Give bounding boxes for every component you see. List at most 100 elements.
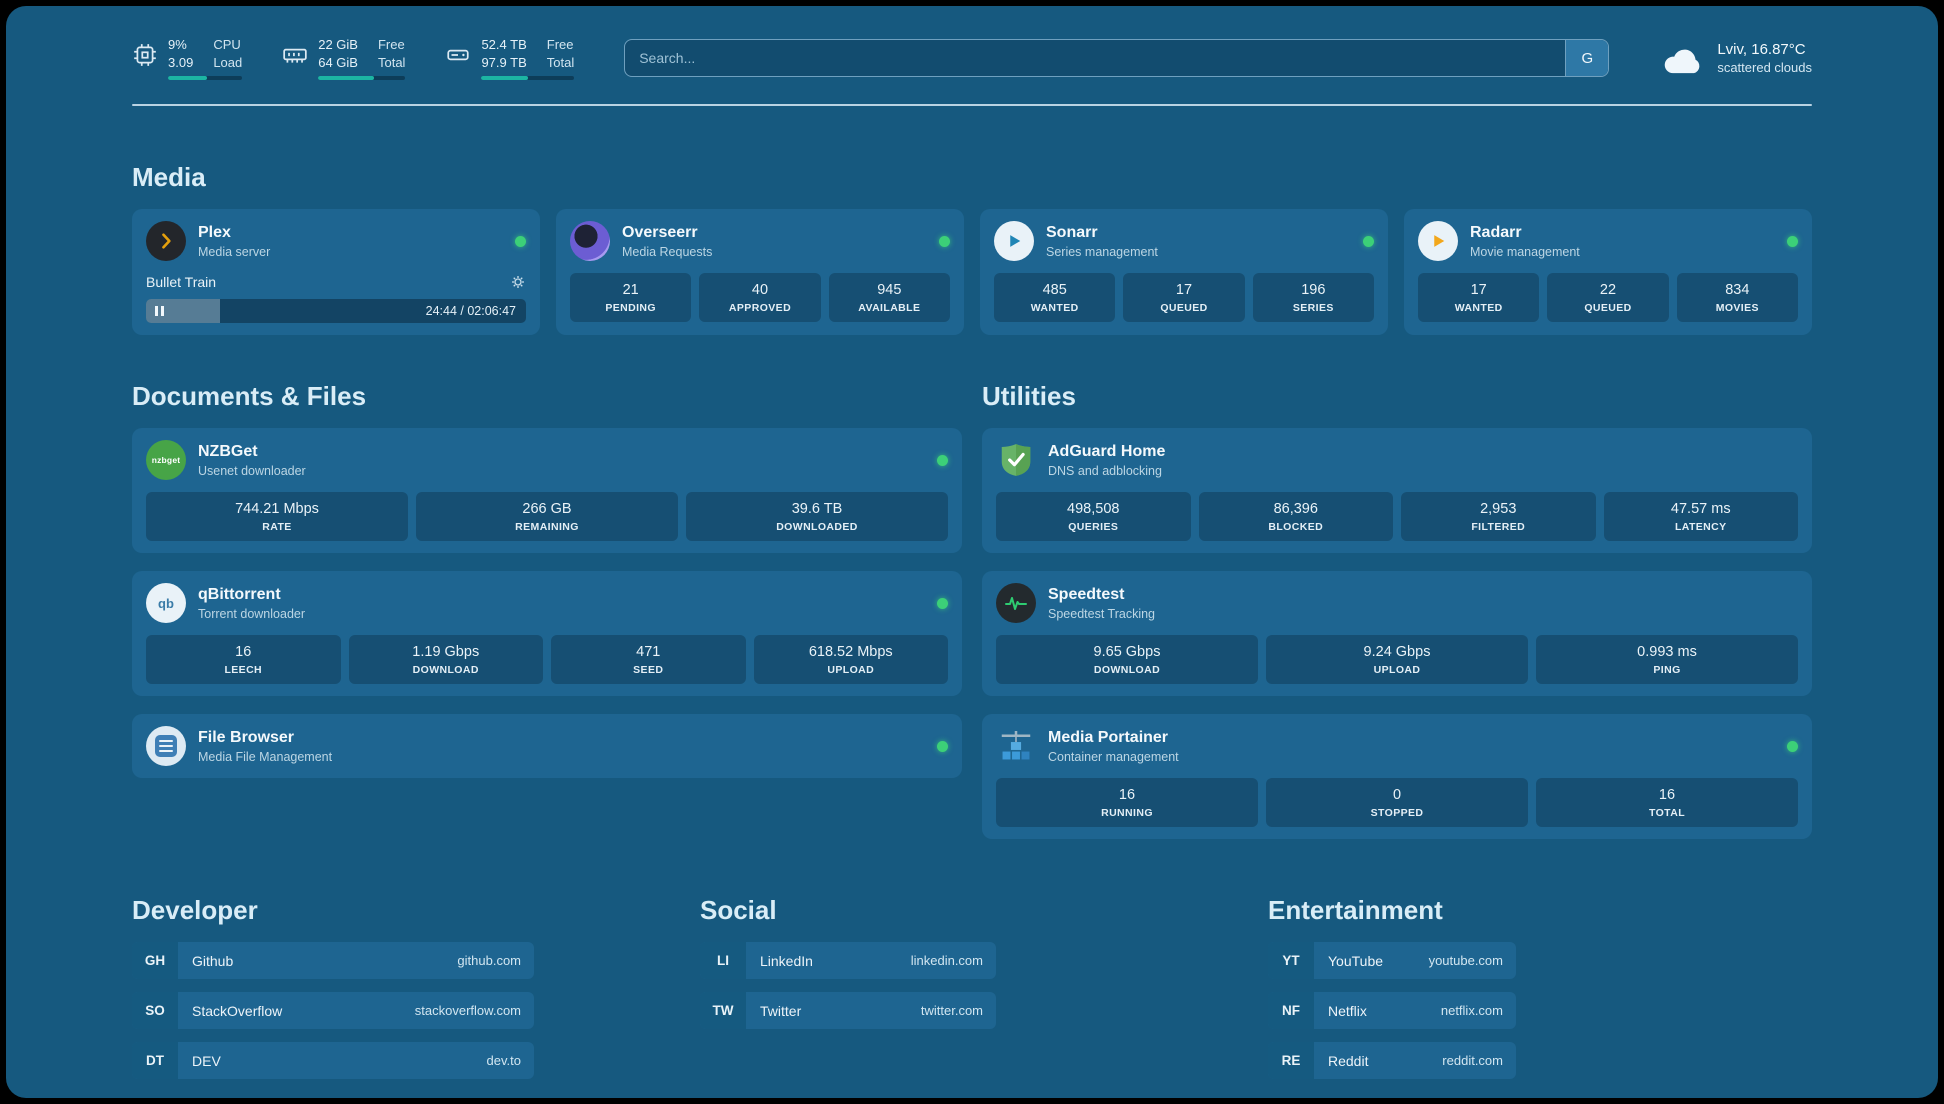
stat-tile: 2,953 FILTERED	[1401, 492, 1596, 542]
bookmark-name: DEV	[192, 1052, 221, 1069]
stat-tile: 16 RUNNING	[996, 778, 1258, 828]
speedtest-card[interactable]: Speedtest Speedtest Tracking 9.65 Gbps DO…	[982, 571, 1812, 697]
stat-tile: 1.19 Gbps DOWNLOAD	[348, 635, 543, 685]
disk-total-label: Total	[546, 54, 575, 70]
bookmark-dev[interactable]: DT DEV dev.to	[132, 1042, 534, 1080]
app-name: Media Portainer	[1048, 728, 1169, 746]
search-engine-button[interactable]: G	[1565, 40, 1609, 77]
cloud-icon	[1665, 49, 1700, 73]
app-name: Overseerr	[622, 223, 698, 241]
stat-tile: 17 QUEUED	[1123, 273, 1245, 323]
bookmark-abbr: TW	[700, 992, 746, 1030]
bookmark-netflix[interactable]: NF Netflix netflix.com	[1268, 992, 1516, 1030]
bookmark-abbr: DT	[132, 1042, 178, 1080]
disk-free: 52.4 TB	[481, 37, 527, 52]
cpu-widget: 9% 3.09 CPU Load	[132, 36, 243, 81]
stat-tile: 266 GB REMAINING	[416, 492, 678, 542]
stat-tile: 9.24 Gbps UPLOAD	[1266, 635, 1528, 685]
documents-heading: Documents & Files	[132, 381, 367, 412]
status-dot	[937, 740, 948, 752]
search-input[interactable]	[624, 39, 1610, 78]
app-name: Plex	[198, 223, 231, 241]
bookmark-github[interactable]: GH Github github.com	[132, 942, 534, 980]
stat-tile: 834 MOVIES	[1676, 273, 1798, 323]
bookmark-name: LinkedIn	[760, 952, 813, 969]
plex-icon	[146, 221, 186, 262]
adguard-shield-icon	[996, 440, 1036, 480]
weather-condition: scattered clouds	[1717, 60, 1812, 76]
nzbget-card[interactable]: nzbget NZBGet Usenet downloader 744.21 M…	[132, 428, 962, 554]
bookmark-twitter[interactable]: TW Twitter twitter.com	[700, 992, 996, 1030]
disk-icon	[447, 49, 470, 61]
plex-card[interactable]: Plex Media server Bullet Train	[132, 209, 540, 336]
stat-tile: 16 LEECH	[146, 635, 341, 685]
cpu-percent: 9%	[168, 37, 187, 52]
app-name: Radarr	[1470, 223, 1522, 241]
app-subtitle: Speedtest Tracking	[1048, 606, 1156, 621]
bookmark-linkedin[interactable]: LI LinkedIn linkedin.com	[700, 942, 996, 980]
portainer-crane-icon	[996, 726, 1036, 766]
stat-tile: 9.65 Gbps DOWNLOAD	[996, 635, 1258, 685]
status-dot	[939, 235, 950, 247]
social-bookmarks: Social LI LinkedIn linkedin.com TW Twitt…	[700, 895, 1244, 1079]
sonarr-icon	[994, 221, 1034, 262]
overseerr-card[interactable]: Overseerr Media Requests 21 PENDING 40 APP…	[556, 209, 964, 336]
portainer-card[interactable]: Media Portainer Container management 16 R…	[982, 714, 1812, 840]
cpu-icon	[134, 44, 156, 66]
filebrowser-card[interactable]: File Browser Media File Management	[132, 714, 962, 779]
bookmark-stackoverflow[interactable]: SO StackOverflow stackoverflow.com	[132, 992, 534, 1030]
app-subtitle: Series management	[1046, 244, 1158, 259]
radarr-card[interactable]: Radarr Movie management 17 WANTED 22 QUEUE…	[1404, 209, 1812, 336]
filebrowser-icon	[146, 726, 186, 767]
adguard-card[interactable]: AdGuard Home DNS and adblocking 498,508 Q…	[982, 428, 1812, 554]
qbittorrent-icon: qb	[146, 583, 186, 624]
bookmark-reddit[interactable]: RE Reddit reddit.com	[1268, 1042, 1516, 1080]
bookmark-name: Github	[192, 952, 234, 969]
playback-progress-bar[interactable]: 24:44 / 02:06:47	[146, 299, 526, 324]
ram-free-label: Free	[377, 37, 405, 52]
bookmark-url: twitter.com	[920, 1003, 983, 1019]
bookmark-name: StackOverflow	[192, 1002, 283, 1019]
developer-heading: Developer	[132, 895, 258, 926]
pause-icon[interactable]	[155, 299, 164, 323]
status-dot	[1363, 235, 1374, 247]
playback-time: 24:44 / 02:06:47	[425, 304, 516, 319]
bookmark-abbr: RE	[1268, 1042, 1314, 1080]
cpu-label: CPU	[213, 37, 241, 52]
app-subtitle: Usenet downloader	[198, 463, 306, 478]
sonarr-card[interactable]: Sonarr Series management 485 WANTED 17 QUE…	[980, 209, 1388, 336]
bookmark-name: Netflix	[1328, 1002, 1367, 1019]
stat-tile: 945 AVAILABLE	[828, 273, 950, 323]
stat-tile: 744.21 Mbps RATE	[146, 492, 408, 542]
qbittorrent-card[interactable]: qb qBittorrent Torrent downloader 16 LEEC…	[132, 571, 962, 697]
app-subtitle: Container management	[1048, 749, 1179, 764]
media-heading: Media	[132, 162, 206, 193]
dashboard: 9% 3.09 CPU Load	[6, 6, 1938, 1098]
app-name: qBittorrent	[198, 585, 281, 603]
disk-free-label: Free	[546, 37, 574, 52]
bookmark-youtube[interactable]: YT YouTube youtube.com	[1268, 942, 1516, 980]
disk-bar	[481, 76, 575, 81]
app-name: Speedtest	[1048, 585, 1125, 603]
stat-tile: 485 WANTED	[994, 273, 1116, 323]
now-playing-title: Bullet Train	[146, 274, 217, 291]
stat-tile: 0.993 ms PING	[1536, 635, 1798, 685]
bookmark-url: reddit.com	[1442, 1053, 1503, 1069]
app-name: AdGuard Home	[1048, 442, 1166, 460]
stat-tile: 16 TOTAL	[1536, 778, 1798, 828]
stat-tile: 196 SERIES	[1252, 273, 1374, 323]
bookmark-abbr: NF	[1268, 992, 1314, 1030]
cpu-load-label: Load	[213, 54, 243, 70]
speedtest-icon	[996, 583, 1036, 624]
stat-tile: 17 WANTED	[1418, 273, 1540, 323]
bookmark-url: stackoverflow.com	[414, 1003, 521, 1019]
status-dot	[937, 454, 948, 466]
cpu-bar	[168, 76, 243, 81]
ram-free: 22 GiB	[318, 37, 358, 52]
bookmark-url: github.com	[457, 953, 521, 969]
stat-tile: 0 STOPPED	[1266, 778, 1528, 828]
gear-icon[interactable]	[510, 274, 526, 290]
stat-tile: 40 APPROVED	[699, 273, 821, 323]
stat-tile: 498,508 QUERIES	[996, 492, 1191, 542]
stat-tile: 86,396 BLOCKED	[1198, 492, 1393, 542]
